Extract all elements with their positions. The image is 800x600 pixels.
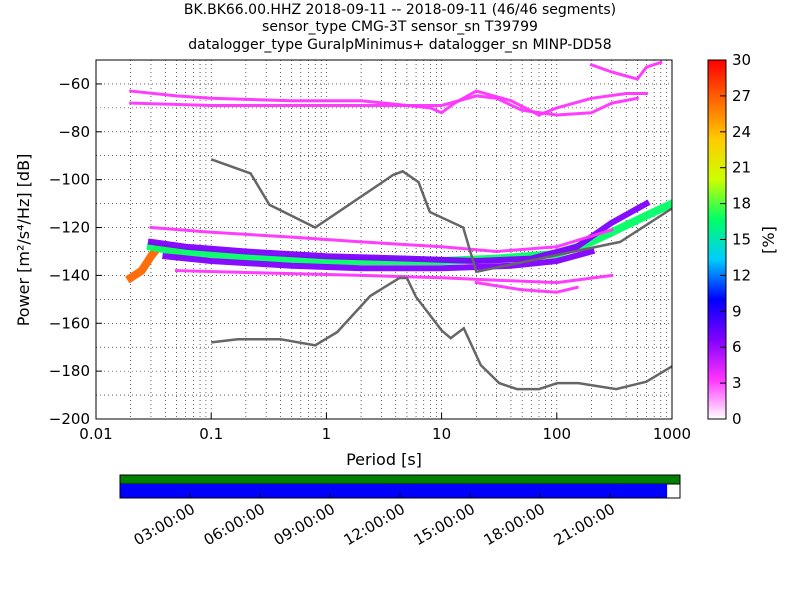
colorbar-tick-label: 27 bbox=[732, 87, 751, 105]
coverage-top-strip bbox=[120, 475, 680, 484]
y-axis-ticks: −60 −80 −100 −120 −140 −160 −180 −200 bbox=[49, 75, 102, 428]
high-noise-model-line bbox=[210, 158, 672, 274]
psd-band-9 bbox=[589, 60, 663, 81]
psd-band-4 bbox=[149, 225, 614, 253]
low-noise-model-line bbox=[211, 276, 672, 391]
y-tick-label: −140 bbox=[49, 266, 90, 284]
y-tick-label: −80 bbox=[58, 123, 90, 141]
colorbar-tick-label: 0 bbox=[732, 410, 742, 428]
plot-frame bbox=[95, 59, 673, 420]
colorbar-tick-label: 3 bbox=[732, 374, 742, 392]
time-tick-label: 21:00:00 bbox=[551, 500, 618, 549]
coverage-data-fill bbox=[120, 484, 668, 498]
psd-band-7 bbox=[129, 89, 648, 117]
time-tick-label: 06:00:00 bbox=[201, 500, 268, 549]
data-coverage-bar: 03:00:00 06:00:00 09:00:00 12:00:00 15:00:00… bbox=[119, 474, 681, 549]
psd-band-6 bbox=[474, 280, 579, 294]
time-tick-label: 12:00:00 bbox=[341, 500, 408, 549]
y-tick-label: −100 bbox=[49, 171, 90, 189]
noise-models bbox=[210, 158, 672, 391]
y-tick-label: −180 bbox=[49, 362, 90, 380]
colorbar-tick-label: 15 bbox=[732, 231, 751, 249]
x-tick-label: 1 bbox=[322, 425, 332, 443]
x-axis-label: Period [s] bbox=[346, 450, 422, 469]
x-axis-ticks: 0.01 0.1 1 10 100 1000 bbox=[79, 413, 691, 443]
y-tick-label: −200 bbox=[49, 410, 90, 428]
time-tick-label: 15:00:00 bbox=[411, 500, 478, 549]
y-axis-label: Power [m²/s⁴/Hz] [dB] bbox=[14, 154, 33, 327]
colorbar-tick-label: 21 bbox=[732, 159, 751, 177]
time-tick-label: 18:00:00 bbox=[481, 500, 548, 549]
title-line-2: sensor_type CMG-3T sensor_sn T39799 bbox=[262, 19, 538, 35]
y-tick-label: −60 bbox=[58, 75, 90, 93]
time-tick-label: 09:00:00 bbox=[271, 500, 338, 549]
x-tick-label: 10 bbox=[432, 425, 451, 443]
title-line-3: datalogger_type GuralpMinimus+ datalogge… bbox=[188, 37, 612, 53]
x-tick-label: 0.01 bbox=[79, 425, 112, 443]
x-tick-label: 100 bbox=[542, 425, 571, 443]
colorbar-tick-label: 24 bbox=[732, 123, 751, 141]
psd-band-3 bbox=[162, 247, 596, 272]
coverage-time-ticks: 03:00:00 06:00:00 09:00:00 12:00:00 15:00:00… bbox=[131, 493, 618, 549]
title-line-1: BK.BK66.00.HHZ 2018-09-11 -- 2018-09-11 … bbox=[183, 2, 617, 18]
psd-band-5 bbox=[174, 269, 614, 285]
x-tick-label: 0.1 bbox=[199, 425, 223, 443]
colorbar-tick-label: 12 bbox=[732, 266, 751, 284]
colorbar-tick-label: 30 bbox=[732, 51, 751, 69]
colorbar: 0 3 6 9 12 15 18 21 24 27 30 [%] bbox=[707, 51, 778, 428]
colorbar-tick-label: 9 bbox=[732, 302, 742, 320]
time-tick-label: 03:00:00 bbox=[131, 500, 198, 549]
psd-band-8 bbox=[129, 94, 640, 117]
colorbar-tick-label: 18 bbox=[732, 195, 751, 213]
y-tick-label: −120 bbox=[49, 219, 90, 237]
psd-density bbox=[125, 60, 672, 294]
colorbar-ticks: 0 3 6 9 12 15 18 21 24 27 30 bbox=[720, 51, 751, 428]
colorbar-tick-label: 6 bbox=[732, 338, 742, 356]
colorbar-label: [%] bbox=[759, 226, 778, 254]
y-tick-label: −160 bbox=[49, 314, 90, 332]
x-tick-label: 1000 bbox=[653, 425, 691, 443]
